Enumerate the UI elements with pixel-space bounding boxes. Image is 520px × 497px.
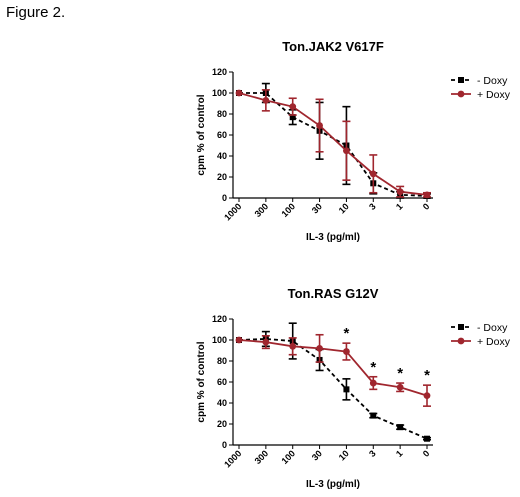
data-point (370, 412, 377, 419)
data-point (343, 386, 350, 393)
x-tick-label: 1 (394, 201, 405, 212)
data-point (423, 191, 431, 199)
y-tick-label: 60 (217, 130, 227, 140)
data-point (369, 170, 377, 178)
x-tick-label: 30 (310, 201, 324, 215)
data-point (289, 342, 297, 350)
chart-title: Ton.JAK2 V617F (282, 39, 384, 54)
x-axis-label: IL-3 (pg/ml) (306, 232, 360, 243)
x-tick-label: 300 (253, 448, 271, 466)
data-point (396, 188, 404, 196)
y-tick-label: 60 (217, 377, 227, 387)
data-point (343, 147, 350, 155)
x-tick-label: 30 (310, 448, 324, 462)
legend-marker (458, 324, 464, 330)
data-point (397, 424, 404, 431)
significance-star: * (344, 325, 350, 342)
x-tick-label: 300 (253, 201, 271, 219)
data-point (235, 89, 243, 97)
significance-star: * (397, 365, 403, 382)
data-point (262, 338, 270, 346)
x-tick-label: 100 (279, 448, 297, 466)
legend-item: - Doxy (451, 322, 508, 334)
legend-marker (458, 77, 464, 83)
y-tick-label: 100 (212, 88, 227, 98)
legend-label: + Doxy (477, 336, 511, 348)
legend-label: - Doxy (477, 322, 508, 334)
legend-label: - Doxy (477, 75, 508, 87)
y-axis-label: cpm % of control (196, 341, 207, 422)
y-tick-label: 80 (217, 109, 227, 119)
y-tick-label: 80 (217, 356, 227, 366)
data-point (369, 379, 377, 387)
data-point (262, 96, 270, 104)
data-point (343, 348, 350, 355)
x-tick-label: 3 (367, 201, 378, 212)
data-point (316, 122, 323, 129)
x-tick-label: 0 (421, 201, 432, 212)
x-tick-label: 3 (367, 448, 378, 459)
x-tick-label: 1 (394, 448, 405, 459)
series-line (238, 339, 428, 397)
significance-star: * (424, 367, 430, 384)
series-plus-doxy (235, 89, 431, 199)
y-tick-label: 120 (212, 67, 227, 77)
x-tick-label: 100 (279, 201, 297, 219)
y-tick-label: 40 (217, 151, 227, 161)
y-tick-label: 0 (222, 440, 227, 450)
y-tick-label: 100 (212, 335, 227, 345)
y-tick-label: 0 (222, 193, 227, 203)
x-tick-label: 10 (337, 201, 351, 215)
series-line (239, 92, 428, 197)
significance-star: * (370, 359, 376, 376)
y-tick-label: 40 (217, 398, 227, 408)
legend-item: + Doxy (451, 89, 511, 101)
y-tick-label: 120 (212, 314, 227, 324)
y-axis-label: cpm % of control (196, 94, 207, 175)
x-tick-label: 0 (421, 448, 432, 459)
data-point (396, 383, 404, 391)
legend-marker (457, 90, 465, 98)
data-point (423, 392, 431, 400)
x-axis-label: IL-3 (pg/ml) (306, 479, 360, 490)
y-tick-label: 20 (217, 172, 227, 182)
series-plus-doxy (235, 333, 431, 407)
figure-caption: Figure 2. (6, 4, 66, 21)
x-tick-label: 1000 (222, 201, 243, 222)
y-tick-label: 20 (217, 419, 227, 429)
data-point (316, 345, 323, 352)
x-tick-label: 1000 (222, 448, 243, 469)
data-point (235, 336, 243, 344)
series-line (238, 92, 428, 196)
chart-title: Ton.RAS G12V (288, 286, 379, 301)
x-tick-label: 10 (337, 448, 351, 462)
data-point (289, 114, 296, 121)
series-line (238, 338, 428, 440)
legend-item: - Doxy (451, 75, 508, 87)
legend-marker (457, 337, 465, 345)
data-point (289, 103, 297, 111)
data-point (424, 435, 430, 442)
legend-item: + Doxy (451, 336, 511, 348)
legend-label: + Doxy (477, 89, 511, 101)
